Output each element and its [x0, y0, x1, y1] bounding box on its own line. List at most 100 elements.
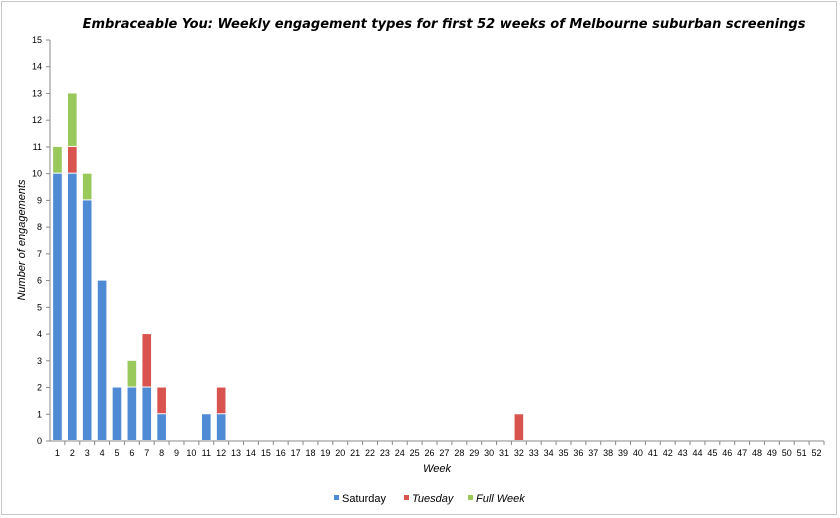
- x-axis-ticks: 1 2 3 4 5 6 7 8 9 10 11 12 13 14 15 16 17 18 19 20 21 22 23 24 2…: [55, 441, 825, 458]
- x-tick-label: 41: [648, 448, 658, 458]
- bar-saturday: [53, 173, 62, 440]
- y-tick-label: 15: [32, 35, 42, 45]
- x-tick-label: 35: [559, 448, 569, 458]
- x-tick-label: 33: [529, 448, 539, 458]
- x-tick-label: 43: [678, 448, 688, 458]
- y-tick-label: 5: [37, 302, 42, 312]
- x-tick-label: 30: [484, 448, 494, 458]
- y-tick-label: 6: [37, 276, 42, 286]
- x-tick-label: 46: [722, 448, 732, 458]
- y-tick-label: 9: [37, 195, 42, 205]
- legend-swatch: [468, 495, 473, 500]
- bar-tuesday: [216, 387, 226, 414]
- chart-title: Embraceable You: Weekly engagement types…: [83, 17, 806, 32]
- bar-saturday: [201, 414, 211, 440]
- x-tick-label: 5: [114, 448, 119, 458]
- bar-tuesday: [142, 334, 152, 387]
- x-tick-label: 17: [291, 448, 301, 458]
- x-tick-label: 28: [454, 448, 464, 458]
- legend-label: Tuesday: [412, 493, 455, 505]
- legend-swatch: [404, 495, 409, 500]
- x-tick-label: 44: [692, 448, 702, 458]
- bar-full-week: [127, 360, 137, 387]
- x-tick-label: 4: [100, 448, 105, 458]
- y-axis-label: Number of engagements: [16, 179, 28, 301]
- y-tick-label: 2: [37, 383, 42, 393]
- x-tick-label: 40: [633, 448, 643, 458]
- x-tick-label: 34: [544, 448, 554, 458]
- x-tick-label: 21: [350, 448, 360, 458]
- bar-tuesday: [157, 387, 166, 414]
- x-tick-label: 26: [425, 448, 435, 458]
- legend-label: Full Week: [476, 493, 525, 505]
- y-tick-label: 13: [32, 88, 42, 98]
- bar-full-week: [82, 173, 92, 200]
- y-tick-label: 12: [32, 115, 42, 125]
- x-tick-label: 39: [618, 448, 628, 458]
- legend-label: Saturday: [342, 493, 387, 505]
- x-tick-label: 47: [737, 448, 747, 458]
- x-tick-label: 51: [797, 448, 807, 458]
- x-tick-label: 19: [320, 448, 330, 458]
- x-tick-label: 1: [55, 448, 60, 458]
- x-tick-label: 18: [305, 448, 315, 458]
- x-tick-label: 29: [469, 448, 479, 458]
- x-tick-label: 48: [752, 448, 762, 458]
- x-tick-label: 36: [573, 448, 583, 458]
- bar-full-week: [53, 146, 62, 173]
- x-tick-label: 13: [231, 448, 241, 458]
- y-tick-label: 0: [37, 436, 42, 446]
- y-tick-label: 10: [32, 169, 42, 179]
- x-tick-label: 11: [202, 448, 211, 458]
- x-tick-label: 22: [365, 448, 375, 458]
- bar-saturday: [127, 387, 137, 440]
- bar-saturday: [157, 414, 166, 440]
- x-tick-label: 2: [70, 448, 75, 458]
- x-tick-label: 8: [159, 448, 164, 458]
- legend-swatch: [334, 495, 339, 500]
- x-tick-label: 15: [261, 448, 271, 458]
- x-tick-label: 9: [174, 448, 179, 458]
- y-tick-label: 11: [33, 142, 42, 152]
- x-tick-label: 45: [707, 448, 717, 458]
- bar-saturday: [82, 200, 92, 440]
- bar-full-week: [68, 93, 77, 146]
- y-tick-label: 14: [32, 62, 42, 72]
- x-tick-label: 50: [782, 448, 792, 458]
- bar-saturday: [97, 280, 107, 440]
- x-tick-label: 23: [380, 448, 390, 458]
- legend: Saturday Tuesday Full Week: [334, 493, 525, 505]
- x-tick-label: 20: [335, 448, 345, 458]
- x-tick-label: 16: [276, 448, 286, 458]
- bar-saturday: [112, 387, 122, 440]
- y-tick-label: 4: [37, 329, 42, 339]
- x-tick-label: 25: [410, 448, 420, 458]
- bars-group: [53, 93, 524, 440]
- x-tick-label: 49: [767, 448, 777, 458]
- x-tick-label: 52: [812, 448, 822, 458]
- x-tick-label: 24: [395, 448, 405, 458]
- x-tick-label: 42: [663, 448, 673, 458]
- y-tick-label: 8: [37, 222, 42, 232]
- x-tick-label: 31: [499, 448, 509, 458]
- y-tick-label: 7: [37, 249, 42, 259]
- bar-saturday: [142, 387, 152, 440]
- x-tick-label: 27: [439, 448, 449, 458]
- y-tick-label: 3: [37, 356, 42, 366]
- x-axis-label: Week: [423, 463, 451, 475]
- x-tick-label: 3: [85, 448, 90, 458]
- bar-saturday: [68, 173, 77, 440]
- x-tick-label: 10: [186, 448, 196, 458]
- x-tick-label: 37: [588, 448, 598, 458]
- x-tick-label: 6: [129, 448, 134, 458]
- bar-tuesday: [68, 146, 77, 173]
- x-tick-label: 38: [603, 448, 613, 458]
- x-tick-label: 12: [216, 448, 226, 458]
- bar-saturday: [216, 414, 226, 440]
- x-tick-label: 14: [246, 448, 256, 458]
- bar-tuesday: [514, 414, 524, 440]
- x-tick-label: 32: [514, 448, 524, 458]
